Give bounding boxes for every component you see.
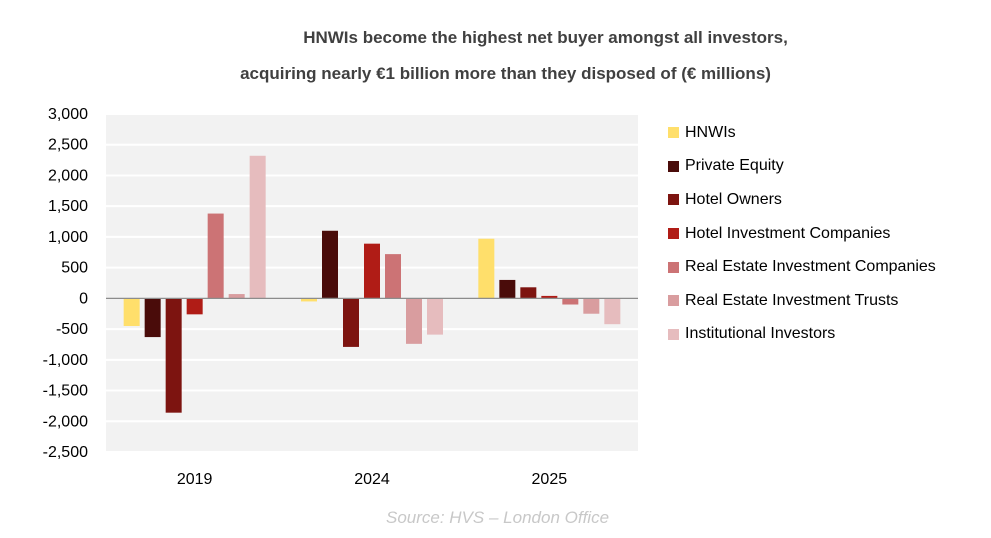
bar-real-estate-investment-companies-2019	[207, 213, 224, 299]
y-tick-label: 1,500	[48, 198, 88, 215]
legend-label: Real Estate Investment Trusts	[685, 291, 899, 309]
legend-label: Private Equity	[685, 157, 784, 175]
legend-item: HNWIs	[668, 116, 936, 150]
y-tick-label: 0	[79, 290, 88, 307]
legend-item: Private Equity	[668, 150, 936, 184]
source-note: Source: HVS – London Office	[386, 508, 610, 527]
legend-item: Institutional Investors	[668, 318, 936, 352]
legend: HNWIs Private Equity Hotel Owners Hotel Inv…	[668, 116, 936, 351]
legend-label: HNWIs	[685, 123, 736, 141]
y-tick-label: -2,000	[43, 413, 88, 430]
bar-hotel-investment-companies-2019	[186, 298, 203, 315]
bar-real-estate-investment-trusts-2025	[583, 298, 600, 314]
legend-label: Hotel Owners	[685, 190, 782, 208]
y-tick-label: 2,500	[48, 137, 88, 154]
bar-hnwis-2024	[301, 298, 317, 302]
legend-label: Real Estate Investment Companies	[685, 258, 936, 276]
x-tick-label: 2019	[177, 471, 213, 488]
bar-institutional-investors-2019	[249, 155, 266, 299]
legend-swatch	[668, 295, 679, 307]
x-tick-label: 2024	[354, 471, 390, 488]
legend-swatch	[668, 328, 679, 340]
bar-institutional-investors-2024	[427, 298, 443, 335]
bar-real-estate-investment-trusts-2019	[228, 294, 245, 299]
bar-hotel-investment-companies-2024	[364, 243, 380, 299]
legend-swatch	[668, 261, 679, 273]
bar-private-equity-2025	[499, 279, 516, 299]
legend-item: Hotel Owners	[668, 183, 936, 217]
bar-private-equity-2024	[322, 230, 338, 299]
y-tick-label: 3,000	[48, 106, 88, 123]
chart-subtitle: acquiring nearly €1 billion more than th…	[240, 64, 771, 83]
y-tick-label: 1,000	[48, 229, 88, 246]
bar-hnwis-2019	[123, 298, 140, 327]
chart-title: HNWIs become the highest net buyer among…	[303, 28, 788, 47]
y-tick-label: 500	[61, 260, 88, 277]
legend-swatch	[668, 160, 679, 172]
bar-hotel-owners-2024	[343, 298, 359, 347]
bar-real-estate-investment-trusts-2024	[406, 298, 422, 344]
y-tick-label: -2,500	[43, 444, 88, 461]
bar-hotel-investment-companies-2025	[541, 295, 558, 299]
bar-hotel-owners-2019	[165, 298, 182, 413]
y-tick-label: -1,000	[43, 352, 88, 369]
bar-hotel-owners-2025	[520, 287, 537, 299]
y-tick-label: -1,500	[43, 383, 88, 400]
bar-real-estate-investment-companies-2024	[385, 254, 401, 299]
bar-hnwis-2025	[478, 238, 495, 299]
bar-institutional-investors-2025	[604, 298, 621, 325]
bar-real-estate-investment-companies-2025	[562, 298, 579, 305]
x-tick-label: 2025	[532, 471, 568, 488]
legend-item: Real Estate Investment Trusts	[668, 284, 936, 318]
legend-swatch	[668, 127, 679, 139]
legend-label: Institutional Investors	[685, 325, 836, 343]
legend-swatch	[668, 194, 679, 206]
bar-private-equity-2019	[144, 298, 161, 338]
legend-label: Hotel Investment Companies	[685, 224, 891, 242]
y-tick-label: -500	[56, 321, 88, 338]
legend-item: Real Estate Investment Companies	[668, 250, 936, 284]
legend-item: Hotel Investment Companies	[668, 217, 936, 251]
y-tick-label: 2,000	[48, 167, 88, 184]
legend-swatch	[668, 228, 679, 240]
